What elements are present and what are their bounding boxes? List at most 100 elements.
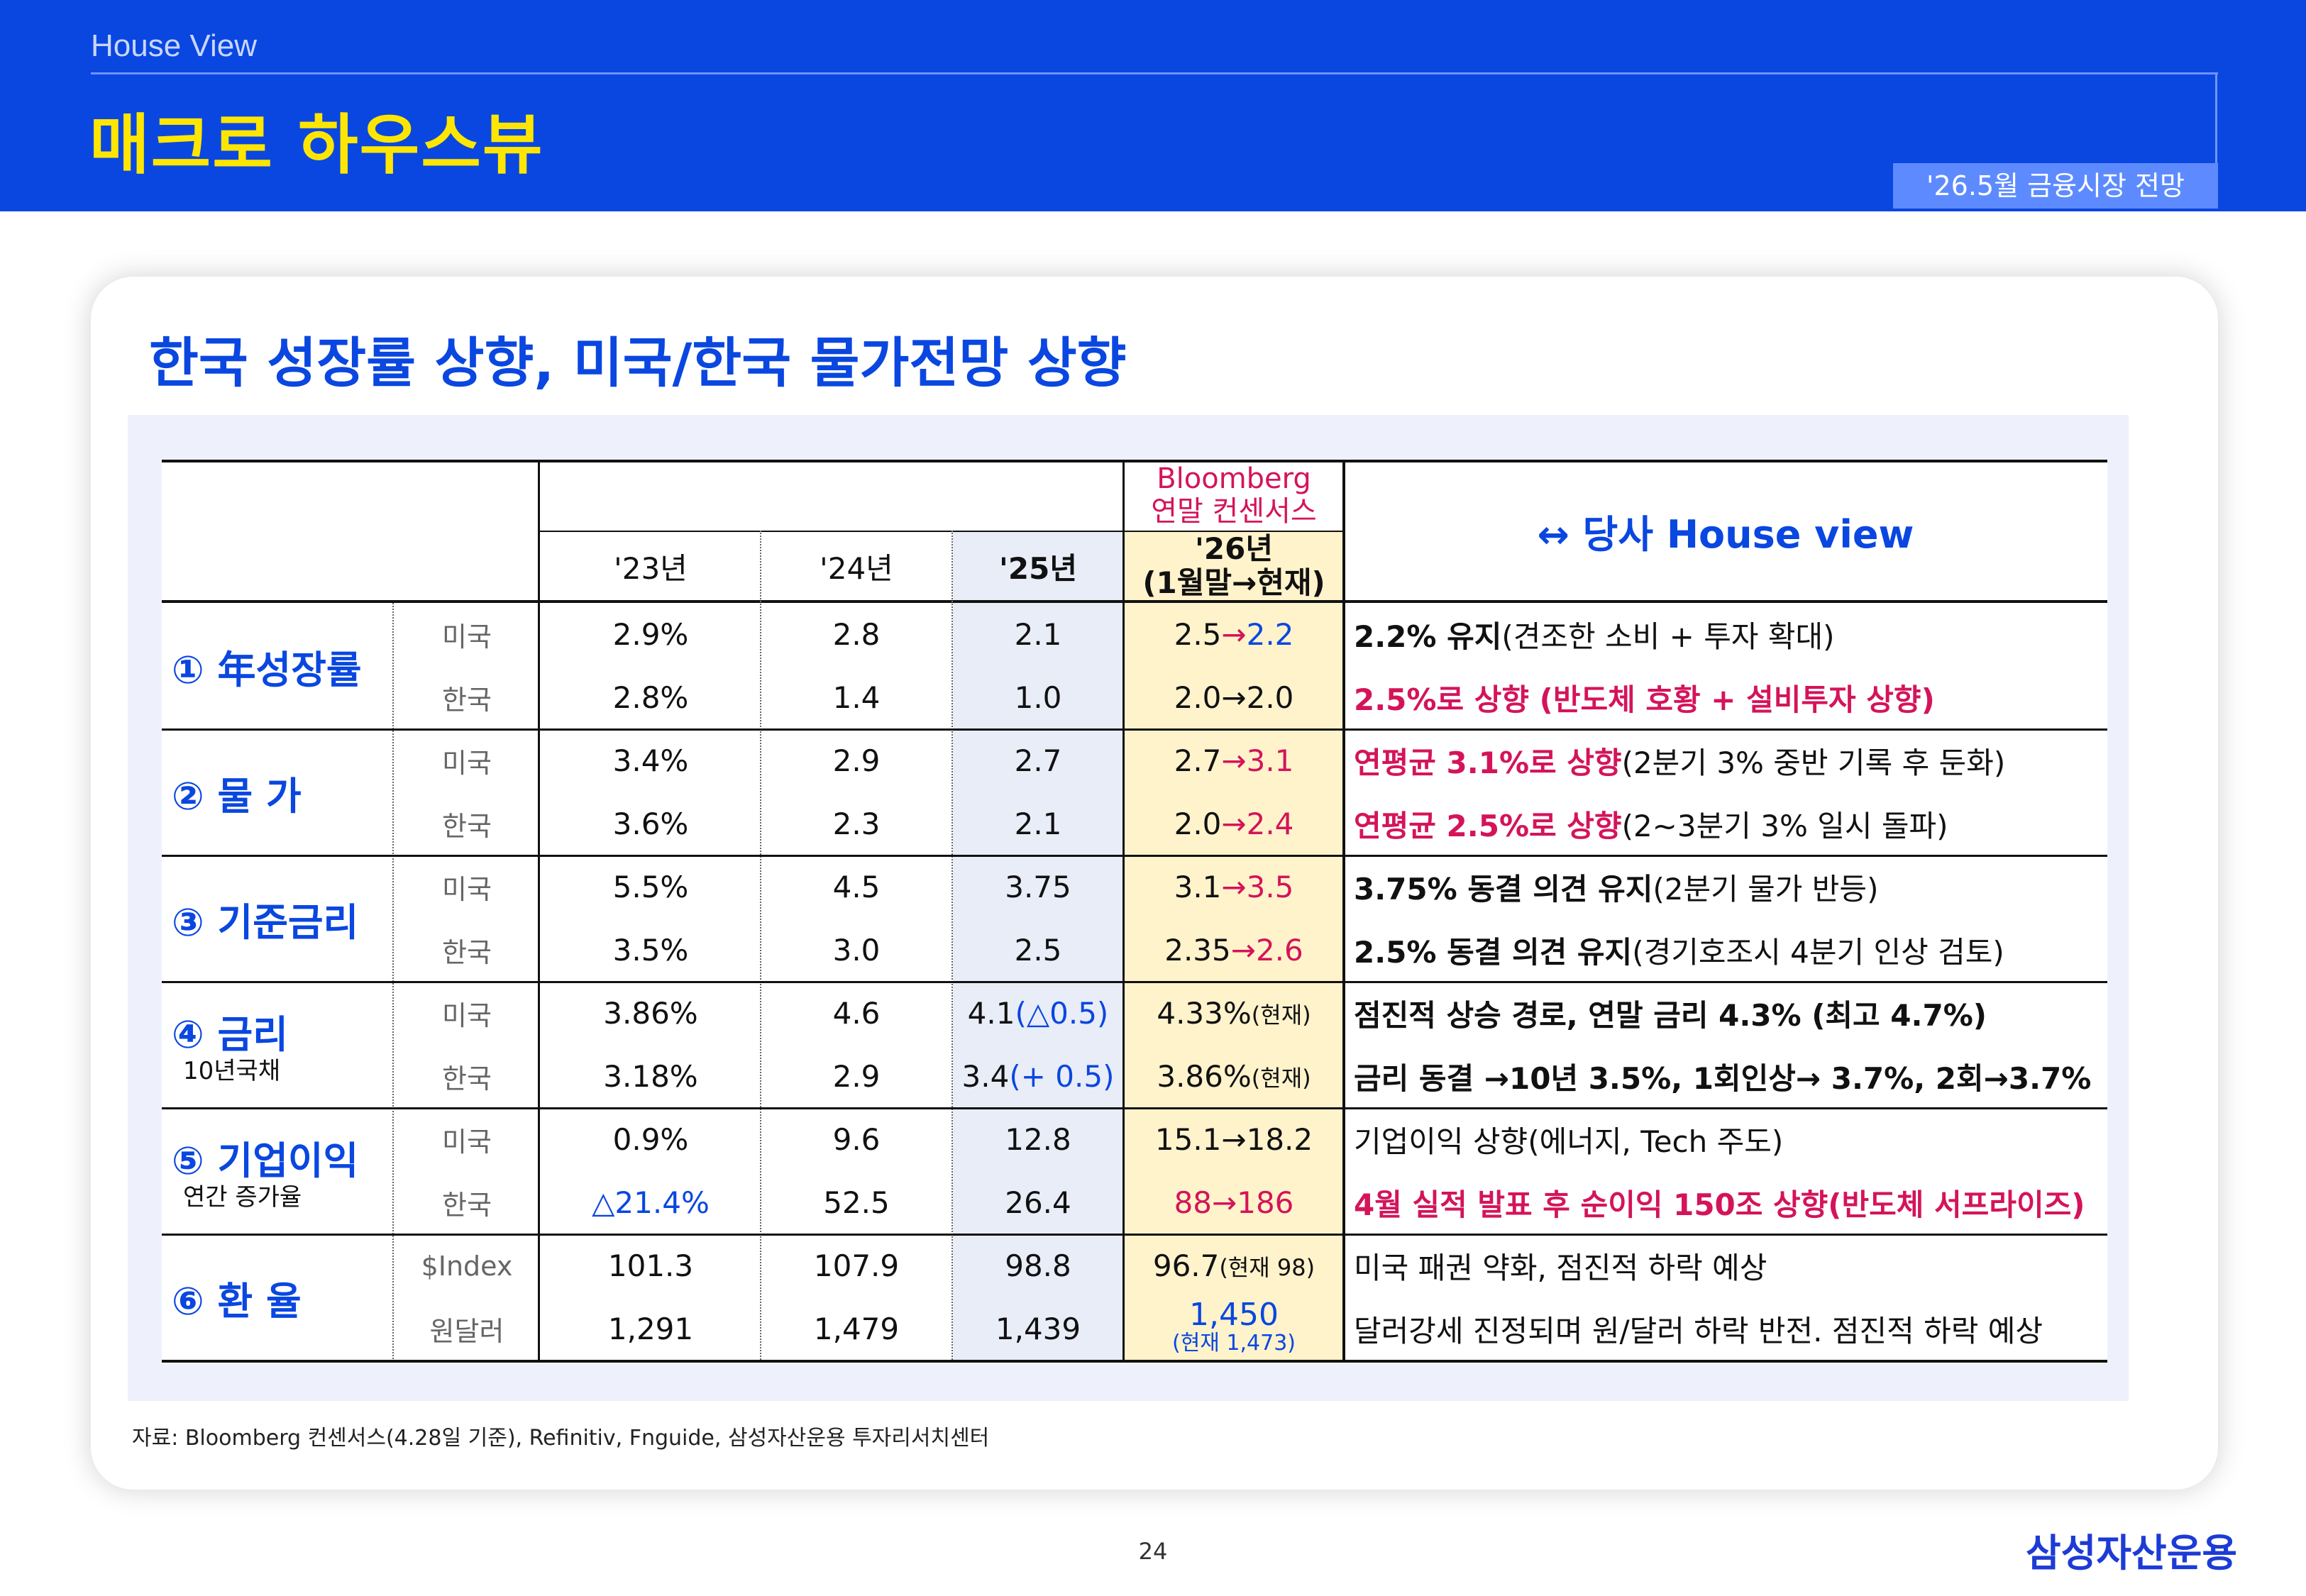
value-consensus: 1,450 (현재 1,473) xyxy=(1124,1297,1344,1361)
col-divider-label xyxy=(538,460,540,1362)
consensus-label: 연말 컨센서스 xyxy=(1151,495,1317,528)
value-consensus: 3.86% (현재) xyxy=(1124,1045,1344,1108)
row-group-divider xyxy=(162,981,2107,983)
consensus-note: (현재 98) xyxy=(1219,1253,1315,1281)
consensus-end: 3.1 xyxy=(1246,743,1294,778)
value-y24: 4.6 xyxy=(832,996,881,1031)
header-bottom-border xyxy=(162,600,2107,603)
value-y24: 3.0 xyxy=(832,933,881,968)
house-view-detail: (2분기 3% 중반 기록 후 둔화) xyxy=(1621,746,2006,780)
row-group-label: ① 年성장률 xyxy=(172,648,362,692)
value-y25-change: (+ 0.5) xyxy=(1009,1059,1115,1094)
value-y25: 98.8 xyxy=(1005,1248,1071,1283)
consensus-end: 2.6 xyxy=(1255,933,1303,968)
header-bloomberg: Bloomberg 연말 컨센서스 xyxy=(1124,460,1344,531)
consensus-end: 2.4 xyxy=(1246,807,1294,841)
row-group-label: ② 물 가 xyxy=(172,774,302,819)
consensus-start: 88 xyxy=(1174,1185,1213,1220)
page-number: 24 xyxy=(1138,1538,1168,1565)
value-y23: 5.5% xyxy=(612,870,689,904)
consensus-start: 2.0 xyxy=(1174,807,1222,841)
year-26-label: '26년 xyxy=(1195,531,1273,566)
row-group-divider xyxy=(162,1107,2107,1109)
value-y24: 2.8 xyxy=(832,617,881,652)
arrow-right-icon: → xyxy=(1212,1185,1237,1220)
value-y24: 107.9 xyxy=(813,1248,900,1283)
consensus-start: 2.5 xyxy=(1174,617,1222,652)
value-y23: 2.9% xyxy=(612,617,689,652)
house-view-emphasis: 점진적 상승 경로, 연말 금리 4.3% (최고 4.7%) xyxy=(1354,998,1987,1033)
consensus-note: (현재) xyxy=(1251,1001,1311,1029)
house-view-detail: (2~3분기 3% 일시 돌파) xyxy=(1621,809,1948,843)
value-consensus: 3.1 → 3.5 xyxy=(1124,855,1344,919)
row-country: 미국 xyxy=(442,1000,492,1031)
value-y24: 52.5 xyxy=(823,1185,890,1220)
house-view-text: 달러강세 진정되며 원/달러 하락 반전. 점진적 하락 예상 xyxy=(1354,1297,2106,1361)
value-y25-level: 3.4 xyxy=(961,1059,1010,1094)
row-group-label: ④ 금리 xyxy=(172,1012,288,1057)
row-group-label: ⑥ 환 율 xyxy=(172,1279,302,1324)
house-view-emphasis: 연평균 3.1%로 상향 xyxy=(1354,746,1622,780)
consensus-value: 3.86% xyxy=(1157,1059,1252,1094)
row-group-sublabel: 연간 증가율 xyxy=(183,1183,302,1212)
consensus-note: (현재) xyxy=(1251,1064,1311,1092)
header-year-24: '24년 xyxy=(820,550,893,586)
value-y23: 3.86% xyxy=(603,996,698,1031)
value-y25: 26.4 xyxy=(1005,1185,1071,1220)
page-title: 매크로 하우스뷰 xyxy=(89,107,544,183)
value-consensus: 2.0 → 2.0 xyxy=(1124,666,1344,729)
row-country: 한국 xyxy=(442,937,492,968)
consensus-start: 2.35 xyxy=(1164,933,1231,968)
consensus-value: 96.7 xyxy=(1152,1248,1220,1283)
arrow-right-icon: → xyxy=(1221,1122,1247,1157)
value-consensus: 2.0 → 2.4 xyxy=(1124,792,1344,855)
arrow-right-icon: → xyxy=(1221,617,1247,652)
row-country: 원달러 xyxy=(429,1316,504,1347)
house-view-text: 기업이익 상향(에너지, Tech 주도) xyxy=(1354,1108,2106,1171)
arrow-right-icon: → xyxy=(1221,680,1247,715)
value-consensus: 96.7 (현재 98) xyxy=(1124,1234,1344,1297)
value-y24: 2.9 xyxy=(832,743,881,778)
arrow-right-icon: → xyxy=(1230,933,1256,968)
header-year-25: '25년 xyxy=(999,550,1077,586)
bloomberg-label: Bloomberg xyxy=(1157,462,1311,495)
value-y25: 4.1 (△0.5) xyxy=(953,982,1123,1045)
header-house-view: ↔ 당사 House view xyxy=(1537,511,1914,557)
header-actual xyxy=(538,460,1122,531)
arrow-right-icon: → xyxy=(1221,743,1247,778)
row-country: 미국 xyxy=(442,621,492,653)
house-view-text: 금리 동결 →10년 3.5%, 1회인상→ 3.7%, 2회→3.7% xyxy=(1354,1045,2106,1108)
consensus-start: 2.0 xyxy=(1174,680,1222,715)
value-y24: 4.5 xyxy=(832,870,881,904)
value-consensus: 88 → 186 xyxy=(1124,1171,1344,1234)
house-view-text: 연평균 2.5%로 상향 (2~3분기 3% 일시 돌파) xyxy=(1354,792,2106,855)
house-view-emphasis: 연평균 2.5%로 상향 xyxy=(1354,809,1622,843)
col-dotted-divider xyxy=(951,531,953,1362)
value-y24: 2.3 xyxy=(832,807,881,841)
row-country: 한국 xyxy=(442,1190,492,1221)
consensus-start: 3.1 xyxy=(1174,870,1222,904)
row-group-label: ③ 기준금리 xyxy=(172,900,359,945)
value-y23: 0.9% xyxy=(612,1122,689,1157)
value-y25-level: 4.1 xyxy=(967,996,1015,1031)
row-country: 한국 xyxy=(442,685,492,716)
col-divider-view xyxy=(1342,460,1345,1362)
value-y23: 3.4% xyxy=(612,743,689,778)
value-consensus: 2.5 → 2.2 xyxy=(1124,603,1344,666)
header-divider xyxy=(91,72,2218,74)
consensus-start: 15.1 xyxy=(1154,1122,1222,1157)
house-view-table: Bloomberg 연말 컨센서스 ↔ 당사 House view '23년 '24년 '… xyxy=(162,460,2107,1364)
value-consensus: 2.7 → 3.1 xyxy=(1124,729,1344,792)
row-country: 미국 xyxy=(442,874,492,905)
value-y25: 12.8 xyxy=(1005,1122,1071,1157)
row-group-divider xyxy=(162,728,2107,731)
house-view-text: 2.2% 유지 (견조한 소비 + 투자 확대) xyxy=(1354,603,2106,666)
value-y23: 2.8% xyxy=(612,680,689,715)
col-divider-cons-left xyxy=(1122,460,1125,1362)
consensus-end: 2.2 xyxy=(1246,617,1294,652)
consensus-end: 186 xyxy=(1237,1185,1294,1220)
row-group-sublabel: 10년국채 xyxy=(183,1057,281,1085)
value-y25: 3.4 (+ 0.5) xyxy=(953,1045,1123,1108)
house-view-emphasis: 3.75% 동결 의견 유지 xyxy=(1354,872,1653,907)
house-view-detail: (2분기 물가 반등) xyxy=(1653,872,1879,907)
